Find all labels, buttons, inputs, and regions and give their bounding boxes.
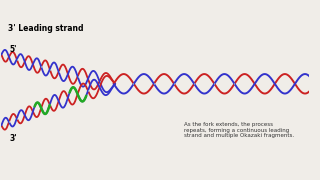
Text: 3' Leading strand: 3' Leading strand: [8, 24, 83, 33]
Text: 5': 5': [9, 45, 17, 54]
Text: 3': 3': [9, 134, 17, 143]
Text: As the fork extends, the process
repeats, forming a continuous leading
strand an: As the fork extends, the process repeats…: [184, 122, 294, 138]
